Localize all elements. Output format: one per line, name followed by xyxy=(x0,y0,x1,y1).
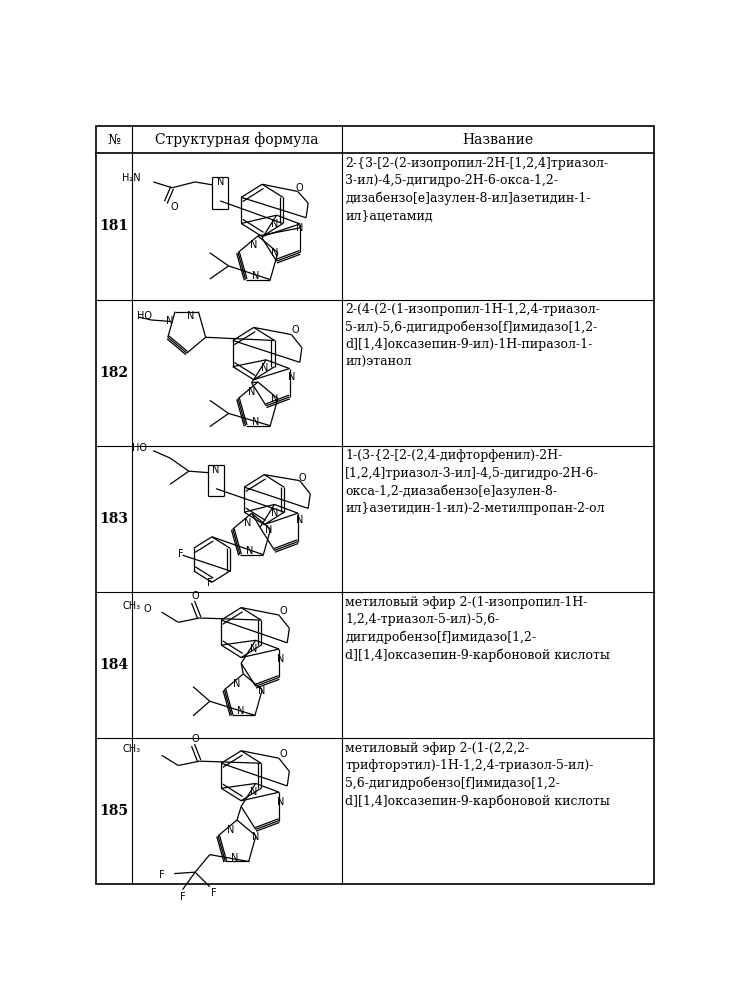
Text: N: N xyxy=(271,394,278,404)
Text: F: F xyxy=(178,549,183,559)
Text: N: N xyxy=(246,546,253,556)
Text: N: N xyxy=(258,686,266,696)
Text: N: N xyxy=(296,223,304,233)
Text: 181: 181 xyxy=(100,219,129,233)
Text: N: N xyxy=(250,240,258,250)
Text: F: F xyxy=(211,888,217,898)
Text: N: N xyxy=(231,853,239,863)
Text: №: № xyxy=(108,133,121,147)
Text: F: F xyxy=(159,870,165,880)
Text: N: N xyxy=(277,797,285,807)
Text: N: N xyxy=(250,787,258,797)
Text: HO: HO xyxy=(132,443,147,453)
Text: N: N xyxy=(261,363,268,373)
Text: N: N xyxy=(237,706,245,716)
Text: N: N xyxy=(296,515,304,525)
Text: 182: 182 xyxy=(100,366,129,380)
Text: N: N xyxy=(244,518,251,528)
Text: 185: 185 xyxy=(100,804,129,818)
Text: CH₃: CH₃ xyxy=(122,601,141,611)
Text: Название: Название xyxy=(463,133,534,147)
Text: N: N xyxy=(252,832,260,842)
Text: N: N xyxy=(271,508,278,518)
Text: N: N xyxy=(227,825,234,835)
Text: N: N xyxy=(212,465,220,475)
Text: N: N xyxy=(271,219,278,229)
Text: N: N xyxy=(288,372,295,382)
Text: O: O xyxy=(296,183,304,193)
Text: 184: 184 xyxy=(100,658,129,672)
Text: N: N xyxy=(187,311,195,321)
Text: N: N xyxy=(248,387,255,397)
Text: метиловый эфир 2-(1-(2,2,2-
трифторэтил)-1Н-1,2,4-триазол-5-ил)-
5,6-дигидробенз: метиловый эфир 2-(1-(2,2,2- трифторэтил)… xyxy=(345,742,610,808)
Text: H₂N: H₂N xyxy=(122,173,141,183)
Text: N: N xyxy=(265,525,272,535)
Text: F: F xyxy=(207,578,212,588)
Text: Структурная формула: Структурная формула xyxy=(155,132,318,147)
Text: N: N xyxy=(234,679,241,689)
Text: N: N xyxy=(277,654,285,664)
Text: N: N xyxy=(271,248,278,258)
Text: O: O xyxy=(191,734,199,744)
Text: O: O xyxy=(298,473,306,483)
Text: N: N xyxy=(252,271,260,281)
Text: HO: HO xyxy=(136,311,152,321)
Text: F: F xyxy=(180,892,185,902)
Text: N: N xyxy=(252,417,260,427)
Text: 1-(3-{2-[2-(2,4-дифторфенил)-2Н-
[1,2,4]триазол-3-ил]-4,5-дигидро-2Н-6-
окса-1,2: 1-(3-{2-[2-(2,4-дифторфенил)-2Н- [1,2,4]… xyxy=(345,449,605,515)
Text: CH₃: CH₃ xyxy=(122,744,141,754)
Text: N: N xyxy=(217,177,224,187)
Text: 2-{3-[2-(2-изопропил-2Н-[1,2,4]триазол-
3-ил)-4,5-дигидро-2Н-6-окса-1,2-
дизабен: 2-{3-[2-(2-изопропил-2Н-[1,2,4]триазол- … xyxy=(345,157,608,223)
Text: O: O xyxy=(292,325,299,335)
Text: O: O xyxy=(279,749,287,759)
Text: O: O xyxy=(143,604,152,614)
Text: N: N xyxy=(166,316,173,326)
Text: O: O xyxy=(191,591,199,601)
Text: 2-(4-(2-(1-изопропил-1Н-1,2,4-триазол-
5-ил)-5,6-дигидробензо[f]имидазо[1,2-
d][: 2-(4-(2-(1-изопропил-1Н-1,2,4-триазол- 5… xyxy=(345,303,600,369)
Text: 183: 183 xyxy=(100,512,129,526)
Text: N: N xyxy=(250,644,258,654)
Text: O: O xyxy=(171,202,178,212)
Text: метиловый эфир 2-(1-изопропил-1Н-
1,2,4-триазол-5-ил)-5,6-
дигидробензо[f]имидаз: метиловый эфир 2-(1-изопропил-1Н- 1,2,4-… xyxy=(345,596,610,662)
Text: O: O xyxy=(279,606,287,616)
